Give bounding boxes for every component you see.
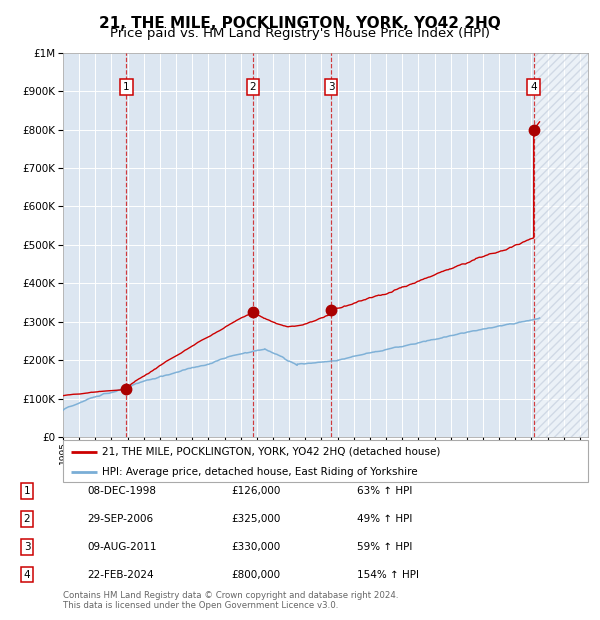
Text: £126,000: £126,000 [231, 486, 280, 496]
Text: 1: 1 [123, 82, 130, 92]
Text: 21, THE MILE, POCKLINGTON, YORK, YO42 2HQ (detached house): 21, THE MILE, POCKLINGTON, YORK, YO42 2H… [103, 446, 441, 456]
Text: 49% ↑ HPI: 49% ↑ HPI [357, 514, 412, 524]
Text: 1: 1 [23, 486, 31, 496]
Text: 22-FEB-2024: 22-FEB-2024 [87, 570, 154, 580]
Text: Price paid vs. HM Land Registry's House Price Index (HPI): Price paid vs. HM Land Registry's House … [110, 27, 490, 40]
Text: This data is licensed under the Open Government Licence v3.0.: This data is licensed under the Open Gov… [63, 601, 338, 610]
Text: 21, THE MILE, POCKLINGTON, YORK, YO42 2HQ: 21, THE MILE, POCKLINGTON, YORK, YO42 2H… [99, 16, 501, 30]
Text: Contains HM Land Registry data © Crown copyright and database right 2024.: Contains HM Land Registry data © Crown c… [63, 590, 398, 600]
FancyBboxPatch shape [63, 440, 588, 482]
Text: 2: 2 [250, 82, 256, 92]
Text: 154% ↑ HPI: 154% ↑ HPI [357, 570, 419, 580]
Text: 08-DEC-1998: 08-DEC-1998 [87, 486, 156, 496]
Text: 09-AUG-2011: 09-AUG-2011 [87, 542, 157, 552]
Text: 3: 3 [23, 542, 31, 552]
Text: 4: 4 [530, 82, 537, 92]
Text: HPI: Average price, detached house, East Riding of Yorkshire: HPI: Average price, detached house, East… [103, 467, 418, 477]
Text: £330,000: £330,000 [231, 542, 280, 552]
Text: 2: 2 [23, 514, 31, 524]
Text: 3: 3 [328, 82, 334, 92]
Bar [534, 53, 588, 437]
Text: 63% ↑ HPI: 63% ↑ HPI [357, 486, 412, 496]
Text: £800,000: £800,000 [231, 570, 280, 580]
Text: 4: 4 [23, 570, 31, 580]
Text: £325,000: £325,000 [231, 514, 280, 524]
Text: 59% ↑ HPI: 59% ↑ HPI [357, 542, 412, 552]
Text: 29-SEP-2006: 29-SEP-2006 [87, 514, 153, 524]
